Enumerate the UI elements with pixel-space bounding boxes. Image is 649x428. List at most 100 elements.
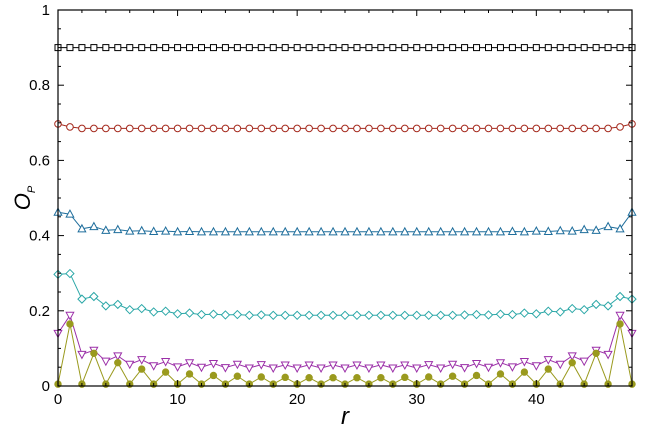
data-point bbox=[280, 310, 290, 321]
data-point bbox=[376, 361, 386, 370]
data-point bbox=[460, 124, 469, 133]
data-point bbox=[233, 124, 242, 133]
data-point bbox=[160, 358, 171, 367]
data-point bbox=[341, 44, 349, 52]
data-point bbox=[101, 357, 111, 367]
series-layer bbox=[53, 44, 637, 388]
data-point bbox=[172, 226, 183, 236]
data-point bbox=[412, 364, 422, 374]
data-point bbox=[125, 226, 135, 235]
data-point bbox=[304, 310, 314, 321]
data-point bbox=[616, 320, 624, 328]
data-point bbox=[401, 44, 409, 52]
data-point bbox=[436, 124, 445, 133]
data-point bbox=[604, 44, 612, 52]
data-point bbox=[567, 303, 577, 314]
data-point bbox=[293, 124, 301, 133]
data-point bbox=[580, 124, 588, 133]
data-point bbox=[304, 361, 314, 370]
data-point bbox=[101, 225, 111, 234]
data-point bbox=[459, 364, 470, 373]
data-point bbox=[245, 124, 254, 133]
data-point bbox=[459, 310, 470, 320]
data-point bbox=[615, 291, 625, 302]
data-point bbox=[519, 226, 530, 236]
data-point bbox=[424, 310, 434, 321]
data-point bbox=[89, 291, 99, 302]
data-point bbox=[208, 309, 219, 319]
data-point bbox=[78, 44, 86, 52]
data-point bbox=[603, 221, 613, 231]
data-point bbox=[125, 124, 134, 133]
data-point bbox=[353, 374, 361, 382]
data-point bbox=[507, 309, 518, 320]
data-point bbox=[292, 226, 302, 236]
data-point bbox=[592, 124, 600, 133]
data-point bbox=[114, 358, 122, 367]
data-point bbox=[483, 226, 494, 236]
data-point bbox=[316, 310, 326, 321]
data-point bbox=[232, 309, 243, 320]
data-point bbox=[495, 359, 506, 368]
data-point bbox=[364, 310, 374, 321]
data-point bbox=[544, 124, 553, 133]
data-point bbox=[244, 310, 255, 321]
data-point bbox=[244, 364, 254, 374]
data-point bbox=[520, 44, 528, 52]
data-point bbox=[65, 209, 75, 218]
data-point bbox=[341, 124, 349, 133]
data-point bbox=[471, 226, 482, 236]
tick-layer: 0 10 20 30 40 0 0.2 0.4 0.6 0.8 1 bbox=[29, 2, 633, 408]
data-point bbox=[520, 368, 529, 376]
data-point bbox=[448, 372, 457, 380]
data-point bbox=[281, 44, 289, 52]
data-point bbox=[268, 226, 278, 236]
data-point bbox=[233, 372, 242, 380]
data-point bbox=[232, 226, 243, 236]
data-point bbox=[65, 311, 75, 321]
data-point bbox=[137, 303, 147, 314]
data-point bbox=[269, 124, 278, 133]
data-point bbox=[447, 310, 458, 321]
data-point bbox=[483, 363, 494, 373]
data-point bbox=[113, 299, 123, 310]
data-point bbox=[603, 350, 613, 360]
data-point bbox=[555, 360, 565, 370]
x-tick-label: 20 bbox=[289, 391, 306, 408]
data-point bbox=[185, 124, 194, 133]
data-point bbox=[149, 362, 159, 371]
data-point bbox=[471, 359, 482, 369]
data-point bbox=[329, 124, 337, 133]
data-point bbox=[543, 226, 553, 235]
data-point bbox=[113, 352, 123, 361]
data-point bbox=[400, 124, 409, 133]
data-point bbox=[160, 226, 171, 235]
data-point bbox=[317, 44, 325, 52]
series-line bbox=[57, 323, 633, 386]
data-point bbox=[149, 226, 159, 235]
data-point bbox=[245, 44, 253, 52]
data-point bbox=[221, 44, 229, 52]
data-point bbox=[126, 44, 134, 52]
data-point bbox=[305, 124, 313, 133]
y-tick-label: 0 bbox=[42, 378, 50, 395]
data-point bbox=[543, 356, 553, 365]
data-point bbox=[196, 226, 207, 236]
series-filled-circle bbox=[54, 320, 636, 388]
plot-frame bbox=[57, 9, 633, 387]
x-tick-label: 10 bbox=[169, 391, 186, 408]
data-point bbox=[520, 124, 529, 133]
data-point bbox=[256, 226, 266, 236]
data-point bbox=[340, 226, 350, 236]
data-point bbox=[197, 124, 206, 133]
data-point bbox=[436, 226, 446, 236]
data-point bbox=[555, 307, 565, 317]
data-point bbox=[424, 124, 433, 133]
data-point bbox=[328, 226, 338, 236]
data-point bbox=[101, 301, 111, 311]
data-point bbox=[532, 44, 540, 52]
data-point bbox=[472, 371, 481, 380]
data-point bbox=[125, 304, 135, 315]
data-point bbox=[508, 44, 516, 52]
data-point bbox=[268, 310, 278, 321]
